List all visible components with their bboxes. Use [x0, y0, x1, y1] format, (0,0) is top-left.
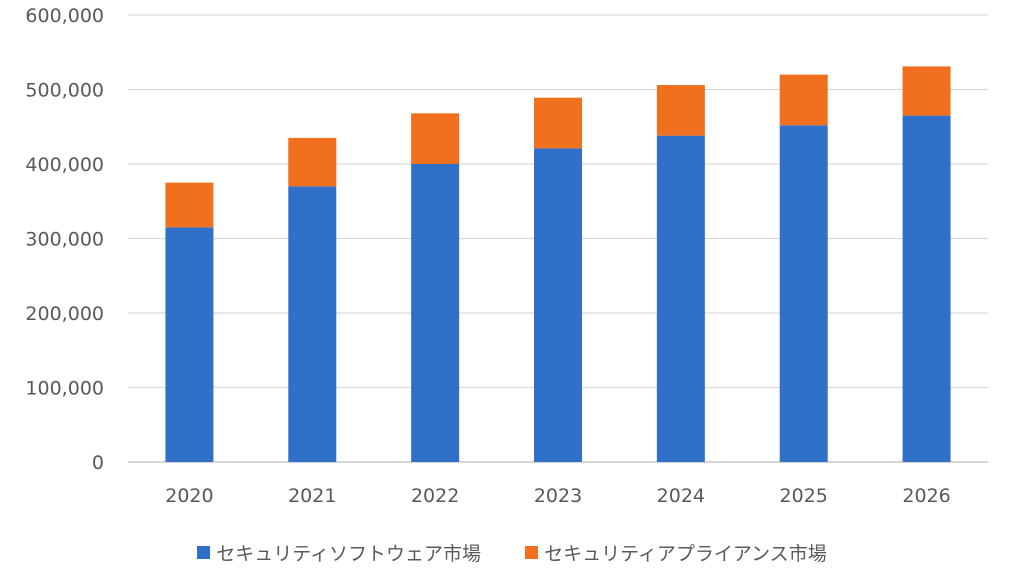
x-tick-label: 2020 — [165, 485, 213, 507]
y-tick-label: 200,000 — [25, 303, 104, 325]
bar-segment-appliance — [411, 113, 460, 164]
legend-item-software: セキュリティソフトウェア市場 — [197, 539, 481, 566]
x-tick-label: 2025 — [780, 485, 828, 507]
bar-segment-appliance — [165, 182, 214, 228]
legend: セキュリティソフトウェア市場 セキュリティアプライアンス市場 — [0, 536, 1024, 568]
y-tick-label: 400,000 — [25, 154, 104, 176]
bar-segment-software — [779, 125, 828, 462]
legend-item-appliance: セキュリティアプライアンス市場 — [525, 539, 827, 566]
x-tick-label: 2023 — [534, 485, 582, 507]
bar-segment-software — [902, 115, 951, 462]
bar-segment-software — [411, 164, 460, 462]
y-tick-label: 100,000 — [25, 378, 104, 400]
x-tick-label: 2022 — [411, 485, 459, 507]
stacked-bar-chart: 0 100,000 200,000 300,000 400,000 500,000 600,… — [25, 5, 988, 507]
legend-swatch-software — [197, 545, 211, 559]
bar-segment-appliance — [779, 74, 828, 126]
legend-label-software: セキュリティソフトウェア市場 — [216, 542, 482, 565]
x-tick-label: 2024 — [657, 485, 705, 507]
x-tick-label: 2026 — [902, 485, 950, 507]
y-tick-label: 600,000 — [25, 5, 104, 27]
y-tick-label: 0 — [92, 452, 104, 474]
bar-segment-software — [534, 148, 582, 463]
bar-segment-appliance — [534, 97, 582, 149]
bar-segment-appliance — [656, 85, 705, 136]
x-tick-label: 2021 — [288, 485, 336, 507]
bar-segment-software — [165, 227, 214, 462]
bar-segment-appliance — [288, 137, 337, 187]
y-tick-label: 300,000 — [25, 229, 104, 251]
bar-segment-software — [288, 186, 337, 462]
bar-segment-appliance — [902, 66, 951, 116]
y-tick-label: 500,000 — [25, 80, 104, 102]
legend-label-appliance: セキュリティアプライアンス市場 — [544, 542, 827, 565]
bar-segment-software — [656, 135, 705, 462]
legend-swatch-appliance — [525, 545, 539, 559]
